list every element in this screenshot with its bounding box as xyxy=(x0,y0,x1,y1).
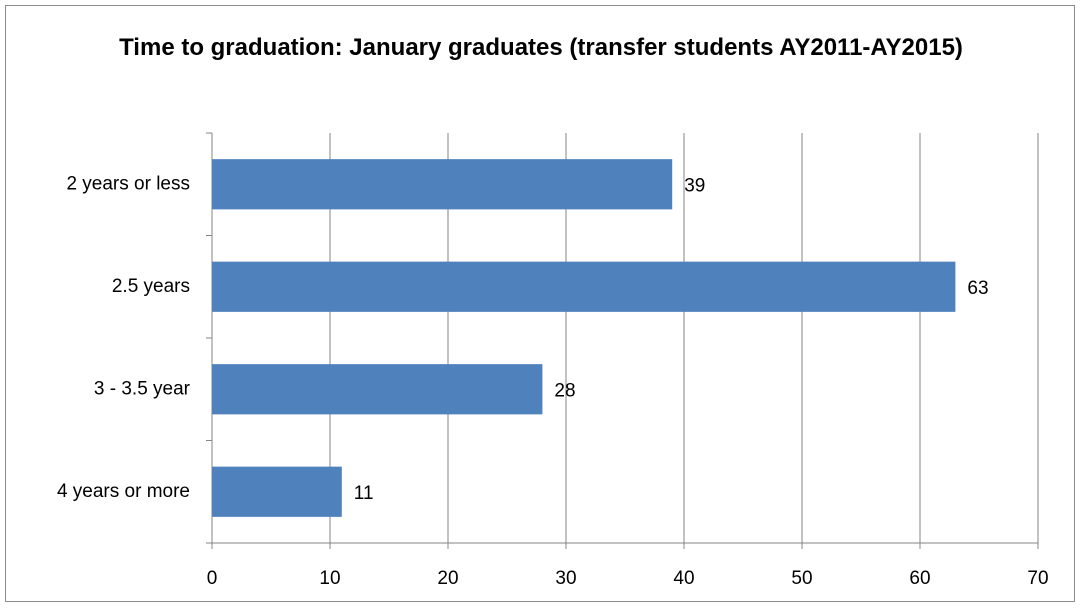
y-tick-label: 2.5 years xyxy=(112,276,190,297)
x-tick-label: 20 xyxy=(437,568,458,589)
x-tick-label: 60 xyxy=(909,568,930,589)
y-tick-label: 4 years or more xyxy=(57,481,190,502)
x-tick-label: 0 xyxy=(207,568,218,589)
data-label: 63 xyxy=(967,278,988,299)
y-tick-label: 3 - 3.5 year xyxy=(94,378,191,399)
x-tick-label: 50 xyxy=(791,568,812,589)
data-label: 39 xyxy=(684,175,705,196)
x-tick-label: 30 xyxy=(555,568,576,589)
data-label: 28 xyxy=(554,380,575,401)
x-tick-label: 10 xyxy=(319,568,340,589)
x-tick-label: 70 xyxy=(1027,568,1048,589)
bar xyxy=(212,159,673,210)
bar xyxy=(212,466,342,517)
bar xyxy=(212,364,543,415)
chart-title: Time to graduation: January graduates (t… xyxy=(119,34,963,61)
data-label: 11 xyxy=(354,483,374,504)
bar xyxy=(212,261,956,312)
x-tick-label: 40 xyxy=(673,568,694,589)
chart-frame xyxy=(5,5,1075,602)
y-tick-label: 2 years or less xyxy=(66,173,190,194)
